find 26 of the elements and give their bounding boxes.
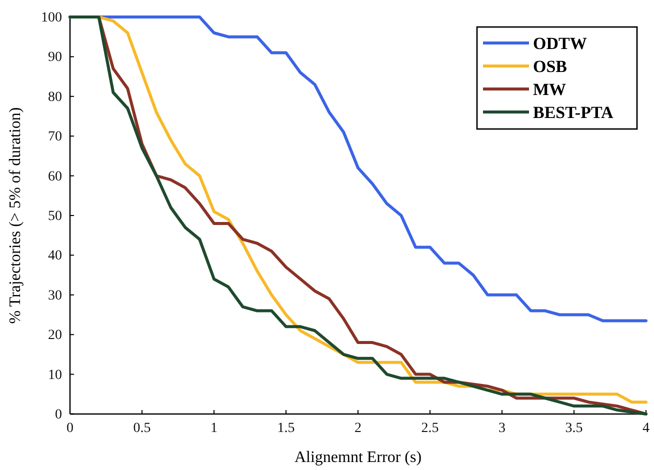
y-tick-label: 60 [48,169,62,184]
x-tick-label: 2.5 [421,420,439,436]
x-tick-label: 1 [210,420,218,436]
y-tick-label: 70 [48,130,62,145]
y-tick-label: 50 [48,208,62,224]
legend-label: BEST-PTA [533,103,614,122]
legend-label: ODTW [533,34,587,53]
y-axis-title: % Trajectories (> 5% of duration) [7,107,24,324]
y-tick-label: 10 [48,368,62,383]
x-tick-label: 2 [354,420,362,436]
y-tick-label: 80 [48,90,62,105]
x-tick-label: 3.5 [565,420,583,436]
y-tick-label: 100 [41,10,62,26]
legend-label: OSB [533,57,568,76]
x-axis-title: Alignemnt Error (s) [294,449,422,466]
x-tick-label: 1.5 [277,420,295,436]
y-tick-label: 90 [48,50,62,66]
x-tick-label: 0.5 [133,420,151,436]
y-tick-label: 20 [48,328,62,344]
legend-label: MW [533,80,566,99]
y-tick-label: 0 [55,407,62,422]
x-tick-label: 3 [498,420,506,436]
x-tick-label: 0 [66,420,74,436]
y-tick-label: 30 [48,288,62,304]
x-tick-label: 4 [642,420,650,436]
y-tick-label: 40 [48,248,62,264]
